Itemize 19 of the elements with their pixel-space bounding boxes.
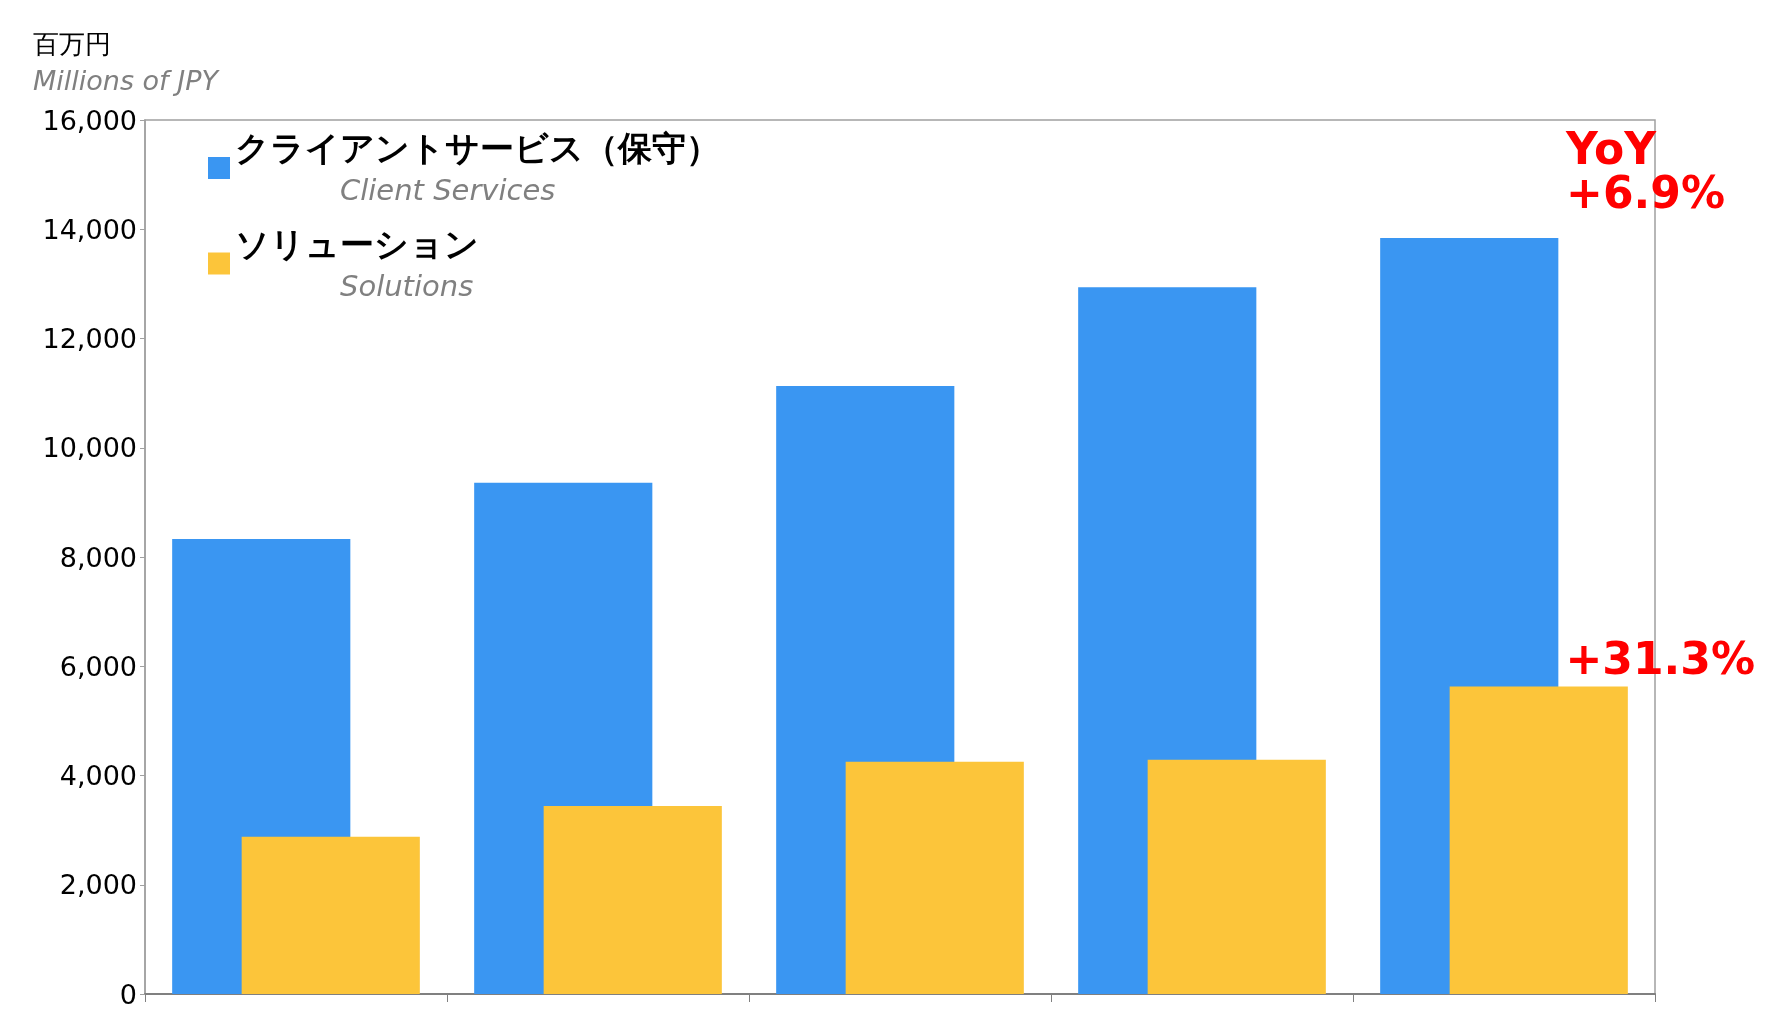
y-tick-label: 14,000: [42, 213, 137, 245]
y-tick-label: 6,000: [59, 650, 137, 682]
annotation: YoY +6.9%: [1565, 122, 1726, 218]
bar: [1449, 686, 1628, 994]
y-tick-label: 10,000: [42, 432, 137, 464]
annotation: +31.3%: [1565, 632, 1755, 684]
y-tick-label: 12,000: [42, 323, 137, 354]
y-tick-label: 0: [119, 978, 137, 1010]
y-tick-label: 4,000: [59, 760, 137, 791]
bar: [543, 806, 722, 994]
bar: [1147, 759, 1326, 994]
legend-label: クライアントサービス（保守） Client Services: [235, 128, 720, 207]
y-axis-title: 百万円 Millions of JPY: [33, 29, 221, 96]
y-tick-label: 2,000: [59, 869, 137, 901]
bar: [241, 836, 420, 994]
y-tick-label: 16,000: [42, 104, 137, 136]
y-tick-label: 8,000: [59, 541, 137, 573]
bar: [845, 761, 1024, 994]
legend-label: ソリューション Solutions: [235, 223, 479, 303]
